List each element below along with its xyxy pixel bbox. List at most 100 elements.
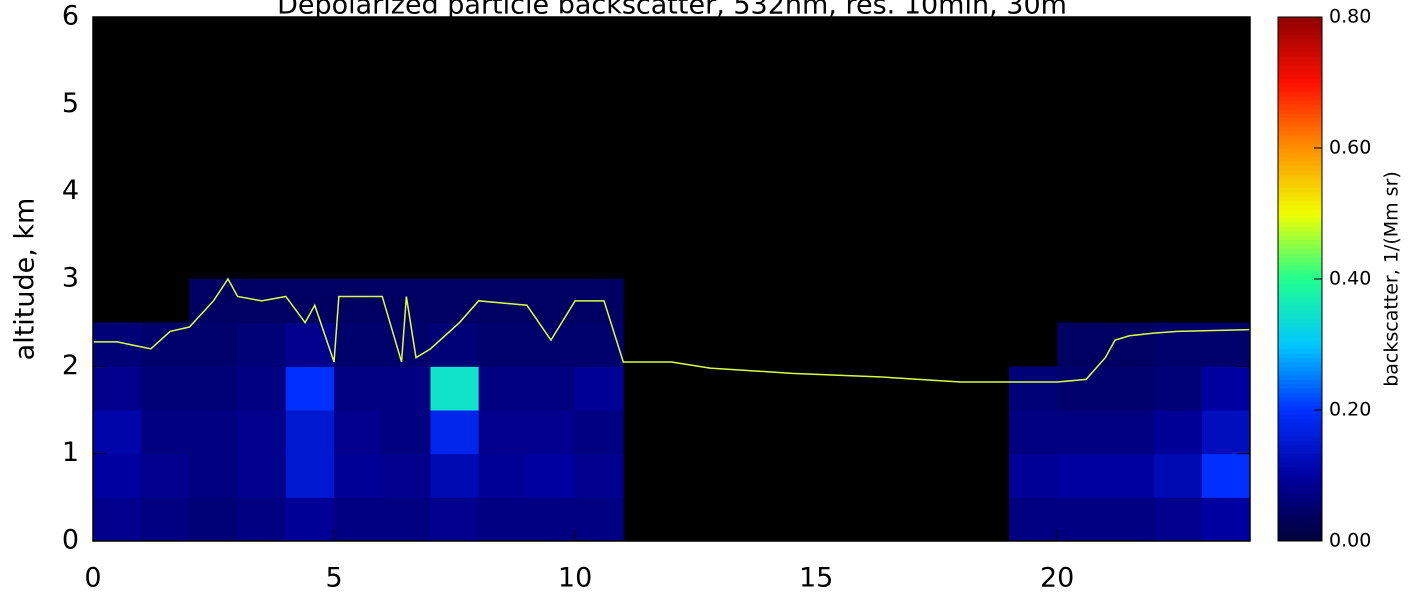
colorbar-step [1278, 130, 1322, 136]
colorbar-step [1278, 519, 1322, 525]
heat-cell [526, 322, 576, 367]
heat-cell [1153, 497, 1203, 542]
colorbar-step [1278, 86, 1322, 92]
colorbar-step [1278, 327, 1322, 332]
colorbar-step [1278, 444, 1322, 450]
heat-cell [141, 366, 190, 411]
heat-cell [1153, 322, 1203, 367]
heat-cell [189, 366, 239, 411]
colorbar-label: backscatter, 1/(Mm sr) [1381, 171, 1403, 387]
heat-cell [1201, 366, 1251, 411]
colorbar-step [1278, 458, 1322, 463]
colorbar-step [1278, 471, 1322, 476]
colorbar-step [1278, 514, 1322, 520]
colorbar-step [1278, 401, 1322, 407]
heat-cell [430, 410, 480, 455]
heat-cell [1201, 410, 1251, 455]
heat-cell [526, 497, 576, 542]
y-tick-label: 1 [62, 437, 79, 468]
colorbar-step [1278, 405, 1322, 411]
colorbar-step [1278, 322, 1322, 328]
colorbar-step [1278, 309, 1322, 315]
colorbar-step [1278, 204, 1322, 210]
colorbar-step [1278, 488, 1322, 494]
colorbar-step [1278, 279, 1322, 284]
heat-cell [237, 453, 287, 498]
colorbar-step [1278, 392, 1322, 398]
colorbar-step [1278, 462, 1322, 468]
x-tick-label: 20 [1040, 563, 1074, 594]
colorbar-step [1278, 292, 1322, 297]
colorbar-step [1278, 453, 1322, 459]
colorbar-step [1278, 165, 1322, 171]
colorbar-step [1278, 235, 1322, 241]
chart-title: Depolarized particle backscatter, 532nm,… [277, 0, 1067, 21]
y-tick-label: 6 [62, 1, 79, 32]
colorbar-step [1278, 209, 1322, 214]
colorbar-tick-label: 0.60 [1329, 137, 1371, 159]
heat-cell [382, 497, 431, 542]
colorbar-step [1278, 108, 1322, 114]
heat-cell [382, 366, 431, 411]
heat-cell [334, 366, 383, 411]
colorbar-step [1278, 78, 1322, 83]
colorbar-step [1278, 187, 1322, 193]
heat-cell [1008, 410, 1058, 455]
heat-cell [237, 366, 287, 411]
x-tick-label: 10 [558, 563, 592, 594]
heat-cell [382, 453, 431, 498]
heat-cell [334, 410, 383, 455]
colorbar-step [1278, 436, 1322, 442]
heat-cell [1153, 410, 1203, 455]
colorbar-step [1278, 344, 1322, 350]
colorbar-step [1278, 30, 1322, 35]
colorbar-step [1278, 532, 1322, 538]
heat-cell [189, 322, 239, 367]
heat-cell [141, 322, 190, 367]
colorbar-step [1278, 475, 1322, 481]
heat-cell [93, 497, 142, 542]
y-tick-label: 0 [62, 525, 79, 556]
colorbar-step [1278, 117, 1322, 123]
heat-cell [1008, 497, 1058, 542]
colorbar-step [1278, 353, 1322, 359]
x-tick-label: 15 [799, 563, 833, 594]
heat-cell [1105, 410, 1155, 455]
heat-cell [526, 366, 576, 411]
heat-cell [1057, 453, 1106, 498]
colorbar-step [1278, 510, 1322, 516]
heat-cell [1105, 322, 1155, 367]
heat-cell [1008, 453, 1058, 498]
colorbar-step [1278, 65, 1322, 70]
colorbar-step [1278, 60, 1322, 66]
heat-cell [526, 453, 576, 498]
colorbar-step [1278, 383, 1322, 389]
colorbar-step [1278, 200, 1322, 206]
colorbar-step [1278, 527, 1322, 533]
colorbar-step [1278, 213, 1322, 219]
colorbar-step [1278, 492, 1322, 498]
heat-cell [478, 497, 528, 542]
heat-cell [334, 497, 383, 542]
x-tick-label: 5 [325, 563, 342, 594]
colorbar-step [1278, 121, 1322, 127]
colorbar-step [1278, 82, 1322, 88]
heat-cell [1057, 497, 1106, 542]
colorbar-tick-label: 0.80 [1329, 6, 1371, 28]
heat-cell [334, 453, 383, 498]
heat-cell [285, 279, 335, 324]
colorbar-step [1278, 388, 1322, 394]
heat-cell [430, 366, 480, 411]
colorbar-step [1278, 191, 1322, 197]
heat-cell [1008, 366, 1058, 411]
colorbar-step [1278, 152, 1322, 158]
heat-cell [1153, 453, 1203, 498]
heat-cell [382, 322, 431, 367]
x-tick-label: 0 [84, 563, 101, 594]
heat-cell [141, 410, 190, 455]
colorbar-tick-label: 0.40 [1329, 268, 1371, 290]
colorbar-step [1278, 239, 1322, 245]
colorbar-step [1278, 257, 1322, 263]
colorbar-step [1278, 25, 1322, 31]
